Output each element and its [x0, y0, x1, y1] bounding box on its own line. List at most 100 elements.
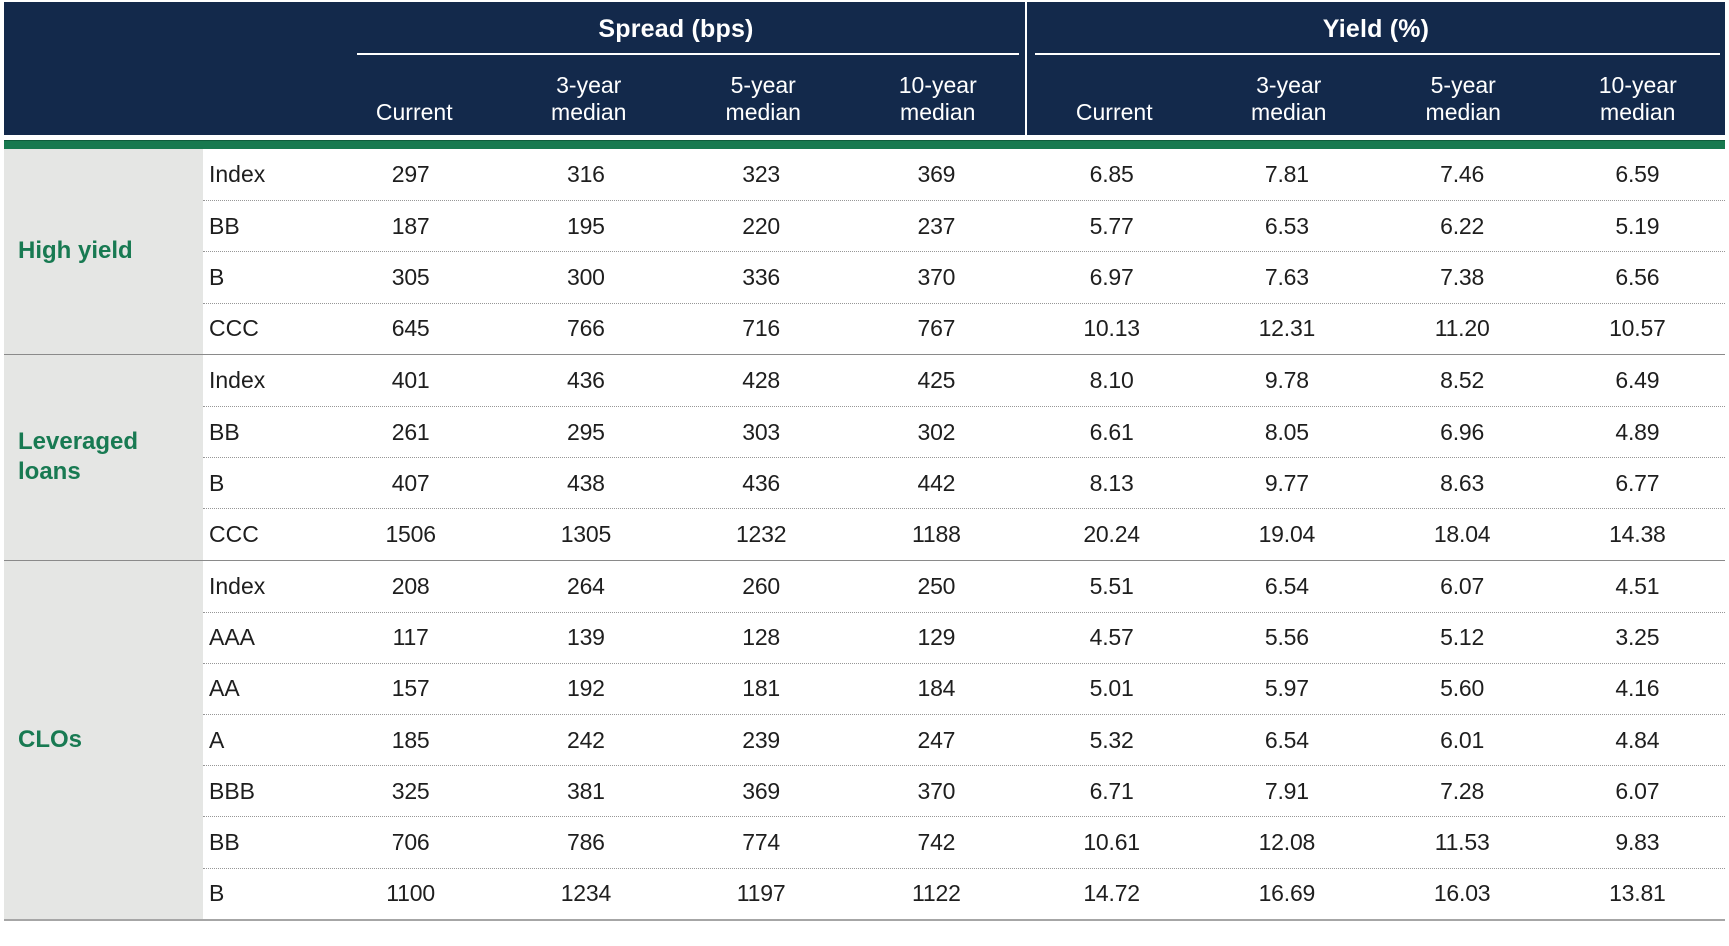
data-cell: 1122	[912, 880, 961, 907]
data-cell: 742	[917, 829, 956, 856]
data-cell: 139	[566, 624, 605, 651]
table-row: CCC 1506 1305 1232 1188 20.24 19.04 18.04 14.38	[203, 508, 1725, 559]
row-group: High yield Index 297 316 323 369 6.85 7.81 7.46 6…	[4, 149, 1725, 354]
data-cell: 407	[391, 469, 430, 496]
subheader-cell: 10-year median	[898, 71, 977, 125]
subheader-cell: 5-year median	[1425, 71, 1501, 125]
yield-group-title: Yield (%)	[1322, 15, 1430, 43]
row-label: CCC	[209, 520, 259, 547]
data-cell: 442	[917, 469, 956, 496]
row-label: B	[209, 469, 225, 496]
data-cell: 5.60	[1440, 675, 1485, 702]
data-cell: 5.56	[1264, 624, 1309, 651]
data-cell: 6.01	[1440, 726, 1485, 753]
data-cell: 6.07	[1615, 777, 1660, 804]
data-cell: 12.31	[1258, 315, 1316, 342]
data-cell: 336	[742, 263, 781, 290]
data-cell: 305	[391, 263, 430, 290]
data-cell: 5.01	[1089, 675, 1134, 702]
data-cell: 5.32	[1089, 726, 1134, 753]
data-cell: 381	[566, 777, 605, 804]
data-cell: 9.78	[1264, 366, 1309, 393]
row-label: BBB	[209, 777, 256, 804]
green-divider	[4, 140, 1725, 149]
data-cell: 7.46	[1440, 161, 1485, 188]
data-cell: 303	[742, 418, 781, 445]
data-cell: 6.77	[1615, 469, 1660, 496]
data-cell: 6.61	[1089, 418, 1134, 445]
data-cell: 4.84	[1615, 726, 1660, 753]
data-cell: 645	[391, 315, 430, 342]
table-row: CCC 645 766 716 767 10.13 12.31 11.20 10.57	[203, 302, 1725, 354]
spread-subheader-row: Current 3-year median 5-year median 10-year…	[327, 55, 1025, 135]
data-cell: 250	[917, 572, 956, 599]
data-cell: 6.53	[1264, 212, 1309, 239]
data-cell: 401	[391, 366, 430, 393]
data-cell: 10.57	[1609, 315, 1666, 342]
data-cell: 8.63	[1440, 469, 1485, 496]
row-label: BB	[209, 829, 240, 856]
subheader-cell: 10-year median	[1598, 71, 1677, 125]
data-cell: 6.54	[1264, 726, 1309, 753]
data-cell: 6.56	[1615, 263, 1660, 290]
data-cell: 1234	[560, 880, 612, 907]
data-cell: 438	[566, 469, 605, 496]
data-cell: 325	[391, 777, 430, 804]
row-label: Index	[209, 366, 266, 393]
table-row: AA 157 192 181 184 5.01 5.97 5.60 4.16	[203, 662, 1725, 714]
data-cell: 247	[917, 726, 956, 753]
row-label: BB	[209, 418, 240, 445]
data-cell: 208	[391, 572, 430, 599]
row-group-label: Leveraged loans	[18, 428, 139, 486]
data-cell: 6.71	[1089, 777, 1134, 804]
table-row: B 407 438 436 442 8.13 9.77 8.63 6.77	[203, 457, 1725, 508]
data-cell: 8.10	[1089, 366, 1134, 393]
data-cell: 706	[391, 829, 430, 856]
data-cell: 7.28	[1440, 777, 1485, 804]
header-spacer	[4, 2, 327, 135]
table-row: BB 706 786 774 742 10.61 12.08 11.53 9.83	[203, 816, 1725, 867]
data-cell: 128	[742, 624, 781, 651]
data-cell: 369	[742, 777, 781, 804]
data-cell: 5.97	[1264, 675, 1309, 702]
yield-group-header: Yield (%) Current 3-year median 5-year med…	[1025, 2, 1725, 135]
data-cell: 9.77	[1264, 469, 1309, 496]
row-label: Index	[209, 572, 266, 599]
data-cell: 370	[917, 263, 956, 290]
table-row: A 185 242 239 247 5.32 6.54 6.01 4.84	[203, 714, 1725, 765]
subheader-cell: 3-year median	[551, 71, 627, 125]
data-cell: 184	[917, 675, 956, 702]
data-cell: 187	[391, 212, 430, 239]
data-cell: 5.12	[1440, 624, 1485, 651]
table-row: B 1100 1234 1197 1122 14.72 16.69 16.03 13.81	[203, 867, 1725, 919]
data-cell: 8.52	[1440, 366, 1485, 393]
row-group: Leveraged loans Index 401 436 428 425 8.10 9.78…	[4, 353, 1725, 560]
data-cell: 767	[917, 315, 956, 342]
spread-yield-table: Spread (bps) Current 3-year median 5-year …	[4, 2, 1725, 921]
data-cell: 16.69	[1258, 880, 1316, 907]
data-cell: 8.05	[1264, 418, 1309, 445]
data-cell: 7.81	[1264, 161, 1309, 188]
data-cell: 18.04	[1433, 520, 1491, 547]
data-cell: 19.04	[1258, 520, 1316, 547]
table-row: BB 187 195 220 237 5.77 6.53 6.22 5.19	[203, 200, 1725, 251]
data-cell: 774	[742, 829, 781, 856]
spread-group-header: Spread (bps) Current 3-year median 5-year …	[327, 2, 1025, 135]
row-label: AA	[209, 675, 240, 702]
data-cell: 1305	[560, 520, 612, 547]
data-cell: 370	[917, 777, 956, 804]
subheader-cell: 3-year median	[1251, 71, 1327, 125]
row-label: BB	[209, 212, 240, 239]
row-group-label: CLOs	[18, 725, 83, 753]
data-cell: 181	[742, 675, 781, 702]
data-cell: 11.53	[1434, 829, 1490, 856]
data-cell: 13.81	[1609, 880, 1666, 907]
data-cell: 264	[566, 572, 605, 599]
data-cell: 6.97	[1089, 263, 1134, 290]
data-cell: 157	[391, 675, 430, 702]
data-cell: 5.19	[1615, 212, 1660, 239]
data-cell: 7.63	[1264, 263, 1309, 290]
table-row: AAA 117 139 128 129 4.57 5.56 5.12 3.25	[203, 611, 1725, 663]
row-label: A	[209, 726, 225, 753]
